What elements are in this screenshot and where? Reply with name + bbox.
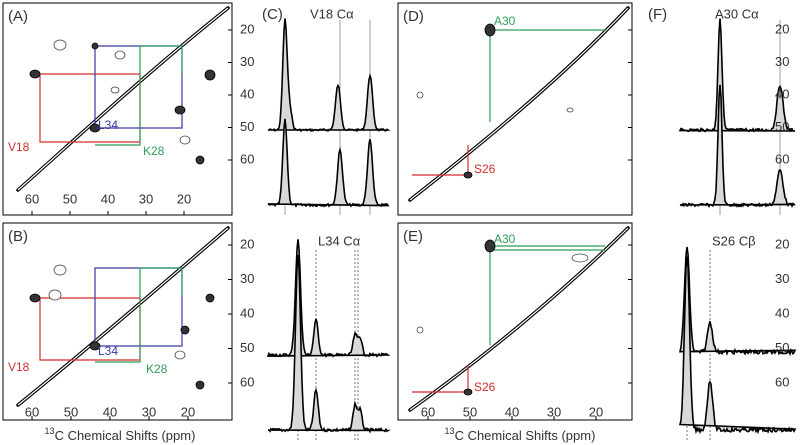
panel-frame [2, 222, 233, 421]
axis-title-text: C Chemical Shifts (ppm) [455, 428, 596, 443]
y-tick-label: 30 [775, 54, 789, 69]
peak-label: S26 [474, 380, 496, 394]
y-tick-label: 30 [775, 271, 789, 286]
peak-label: K28 [143, 144, 165, 158]
traces [266, 18, 797, 435]
y-tick-label: 30 [240, 271, 254, 286]
peak-label: L34 [98, 118, 118, 132]
x-tick-label: 40 [103, 404, 117, 419]
y-tick-label: 20 [775, 21, 789, 36]
y-tick-label: 40 [775, 86, 789, 101]
y-tick-label: 30 [240, 54, 254, 69]
x-tick-label: 60 [421, 404, 435, 419]
y-tick-label: 60 [240, 374, 254, 389]
panel-label: (B) [8, 228, 28, 245]
isotope: 13 [445, 426, 455, 436]
spectrum-title: A30 Cα [715, 6, 759, 21]
y-tick-label: 50 [240, 119, 254, 134]
y-tick-label: 60 [240, 151, 254, 166]
panel-frame [397, 2, 633, 216]
spectrum-trace [679, 246, 797, 357]
x-tick-label: 60 [25, 191, 39, 206]
x-axis-title: 13C Chemical Shifts (ppm) [45, 426, 196, 443]
spectrum-trace [678, 256, 797, 435]
diagonal [409, 227, 629, 411]
peak-label: K28 [146, 362, 168, 376]
panel-label: (F) [648, 6, 667, 23]
x-axis-title: 13C Chemical Shifts (ppm) [445, 426, 596, 443]
spectrum-title: L34 Cα [318, 233, 361, 248]
diagonal [408, 226, 630, 412]
x-tick-label: 20 [181, 404, 195, 419]
panel-label: (C) [262, 6, 283, 23]
peak-label: L34 [98, 344, 118, 358]
spectrum-title: S26 Cβ [712, 233, 756, 248]
y-tick-label: 40 [240, 86, 254, 101]
x-tick-label: 30 [142, 404, 156, 419]
spectrum-trace [267, 254, 391, 434]
y-tick-label: 20 [775, 236, 789, 251]
spectrum-trace [679, 84, 796, 209]
y-tick-label: 20 [240, 236, 254, 251]
x-tick-label: 60 [25, 404, 39, 419]
y-tick-label: 20 [240, 21, 254, 36]
spectrum-trace [266, 239, 391, 358]
x-tick-label: 30 [139, 191, 153, 206]
spectrum-trace [678, 18, 796, 133]
x-tick-label: 50 [64, 404, 78, 419]
x-tick-label: 40 [101, 191, 115, 206]
x-tick-label: 20 [589, 404, 603, 419]
guide-lines [284, 20, 781, 440]
spectrum-title: V18 Cα [310, 6, 354, 21]
spectrum-trace [267, 18, 391, 133]
peak-label: A30 [494, 14, 516, 28]
assignment-lines [35, 29, 605, 393]
y-tick-label: 50 [775, 119, 789, 134]
peak-label: V18 [8, 360, 30, 374]
panel-frame [2, 2, 233, 216]
diagonal [409, 7, 629, 201]
diagonal [17, 227, 229, 406]
panel-label: (A) [8, 8, 28, 25]
spectrum-trace [267, 118, 390, 208]
panel-label: (E) [403, 228, 423, 245]
peak-label: S26 [474, 162, 496, 176]
x-tick-label: 40 [505, 404, 519, 419]
x-tick-label: 30 [547, 404, 561, 419]
peak-label: V18 [8, 140, 30, 154]
diagonal [16, 6, 230, 192]
y-tick-label: 50 [240, 340, 254, 355]
y-tick-label: 40 [240, 305, 254, 320]
panel-label: (D) [403, 8, 424, 25]
y-tick-label: 60 [775, 374, 789, 389]
x-tick-label: 20 [177, 191, 191, 206]
peak-label: A30 [494, 232, 516, 246]
axis-title-text: C Chemical Shifts (ppm) [55, 428, 196, 443]
isotope: 13 [45, 426, 55, 436]
y-tick-label: 40 [775, 305, 789, 320]
x-tick-label: 50 [463, 404, 477, 419]
diagonal [408, 6, 630, 202]
y-tick-label: 60 [775, 151, 789, 166]
x-tick-label: 50 [63, 191, 77, 206]
diagonal [17, 7, 229, 191]
panel-frame [397, 222, 633, 421]
y-tick-label: 50 [775, 340, 789, 355]
peak-blobs [29, 23, 589, 396]
